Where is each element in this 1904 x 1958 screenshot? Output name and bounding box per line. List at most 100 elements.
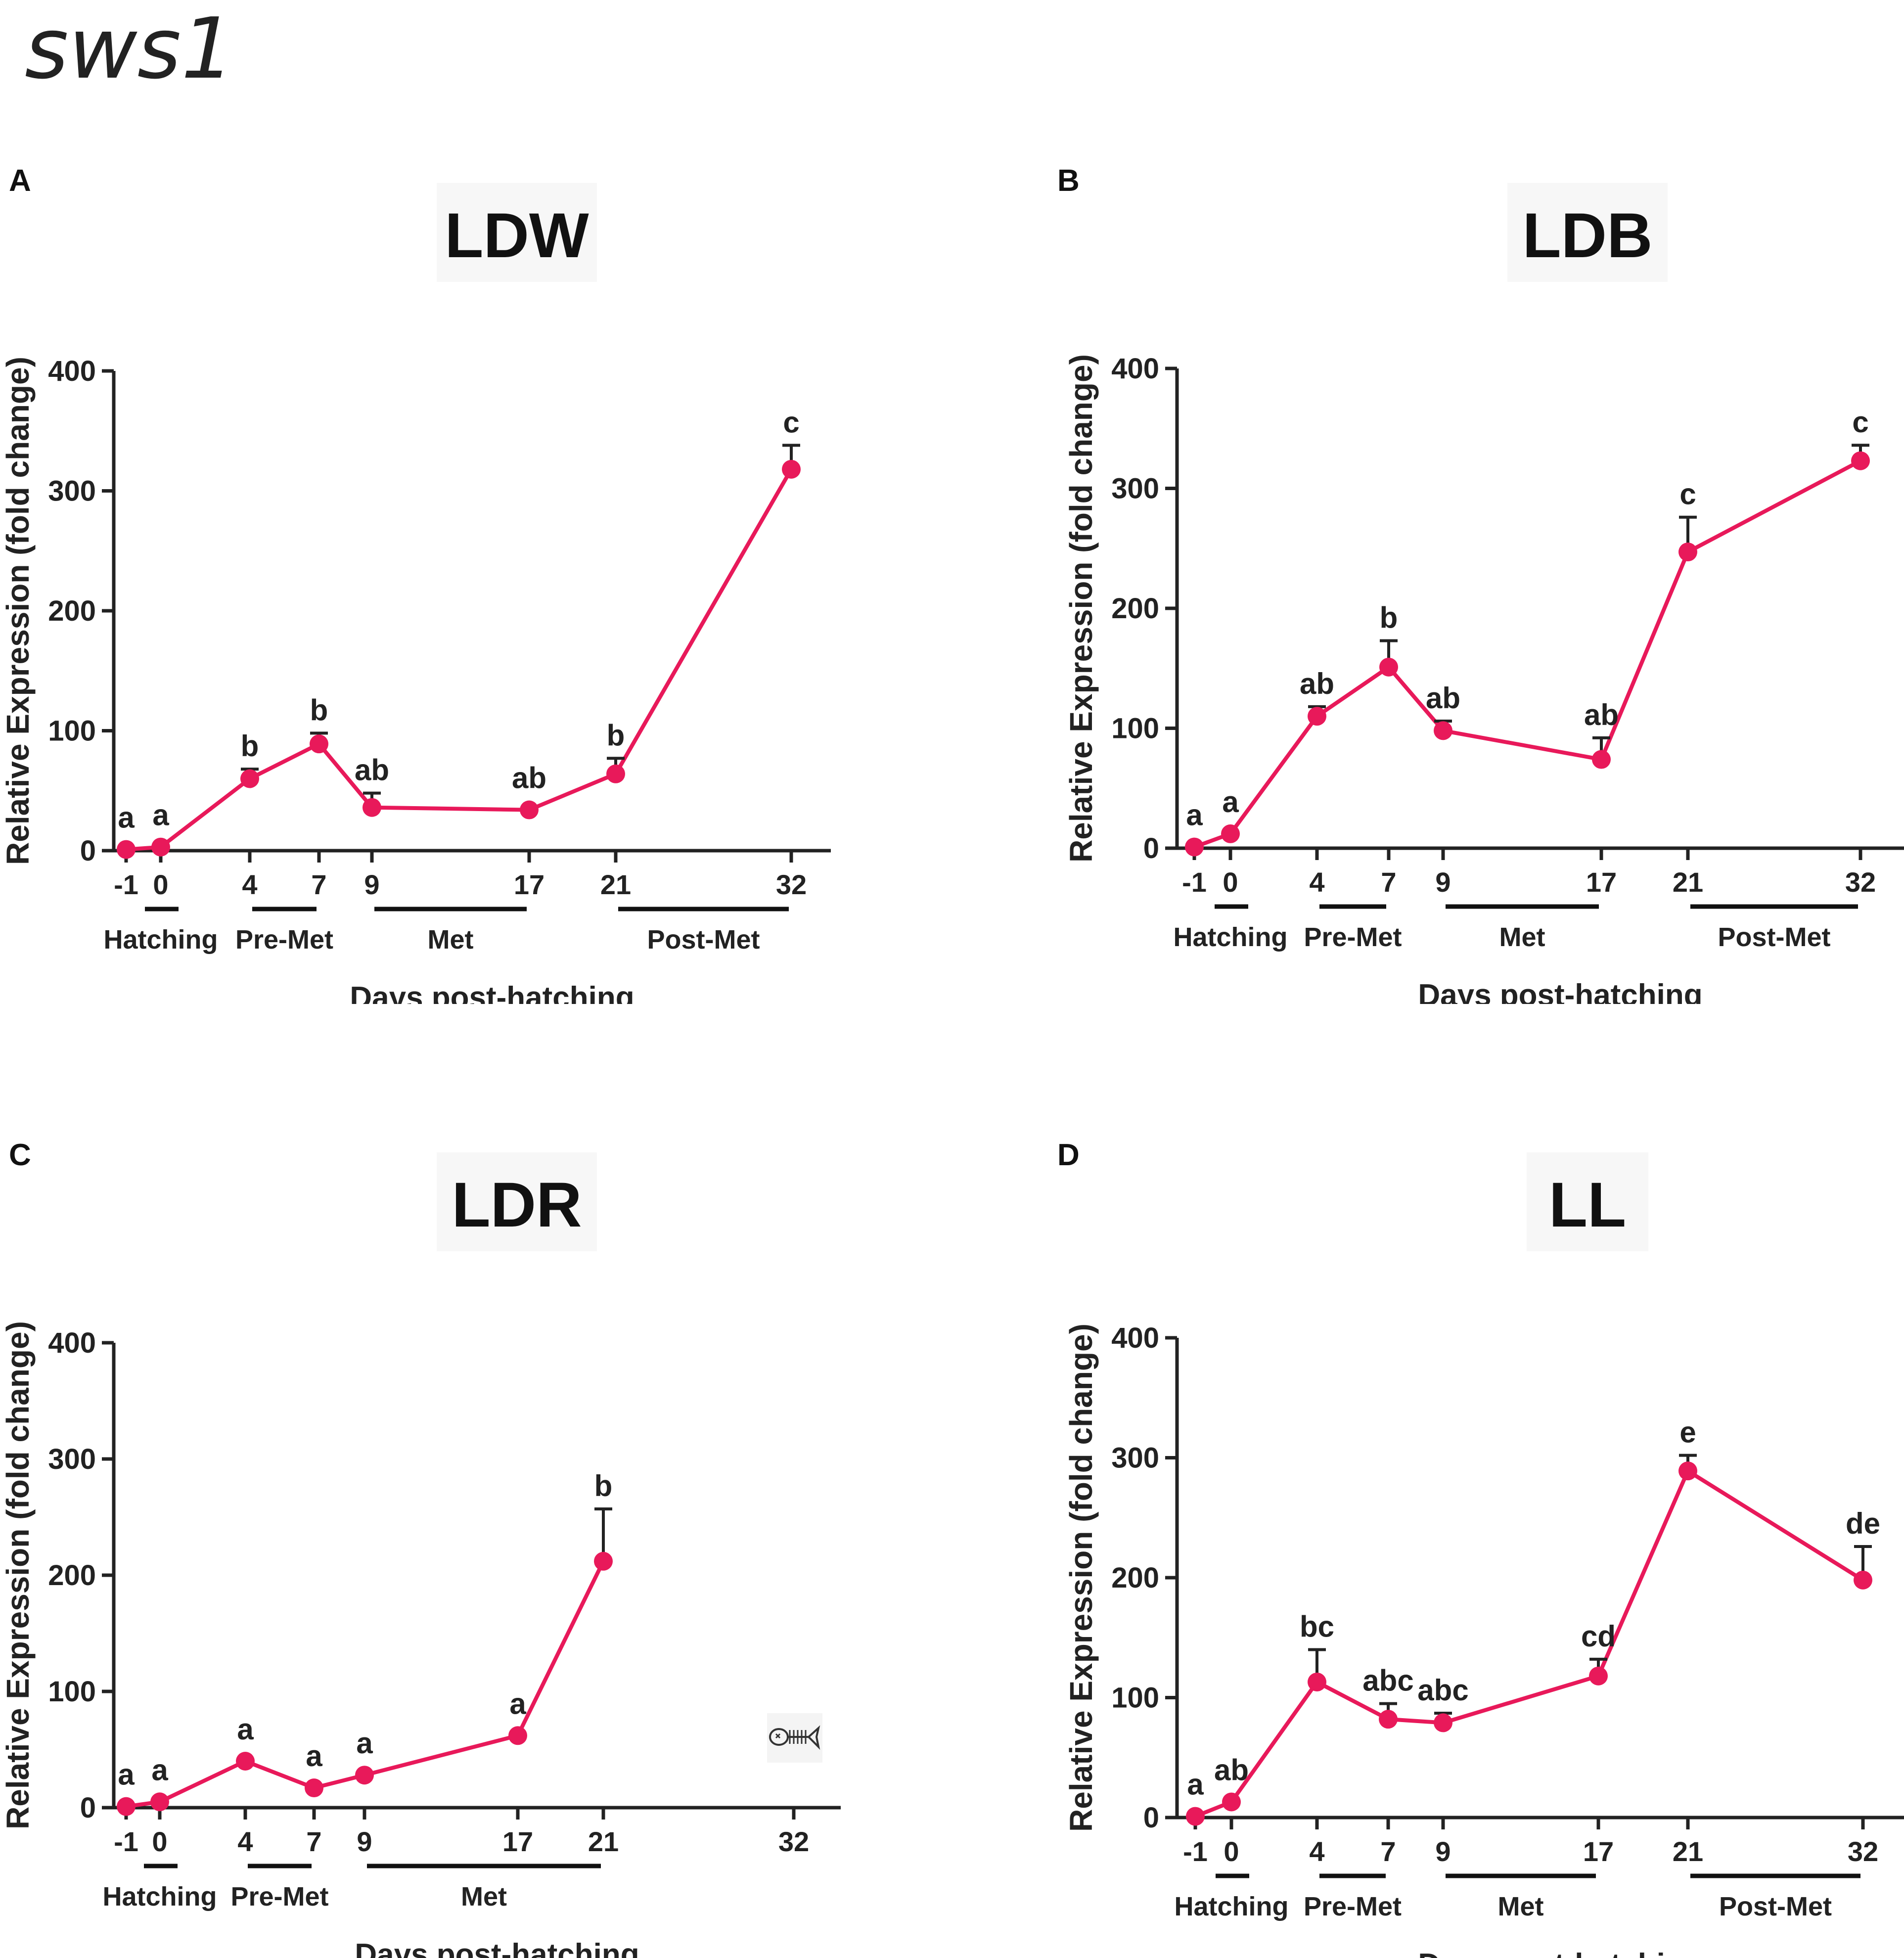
data-point [117, 1797, 136, 1816]
significance-label: c [1852, 406, 1868, 439]
y-tick-label: 400 [48, 1327, 96, 1359]
data-point [1185, 837, 1204, 857]
data-point [151, 837, 170, 857]
significance-label: c [783, 406, 799, 439]
data-point [355, 1766, 374, 1785]
x-tick-label: -1 [114, 869, 138, 900]
x-tick-label: 32 [776, 869, 807, 900]
significance-label: a [1186, 799, 1203, 832]
data-point [363, 798, 381, 817]
x-tick-label: 17 [1583, 1836, 1614, 1867]
chart-title-background [1527, 1152, 1648, 1251]
phase-label: Pre-Met [235, 925, 333, 955]
y-tick-label: 100 [48, 715, 96, 747]
data-point [1851, 451, 1870, 470]
panel-label-a: A [9, 164, 31, 198]
significance-label: ab [1426, 682, 1460, 715]
chart-title: LDW [445, 200, 589, 271]
y-tick-label: 100 [1111, 1682, 1159, 1714]
significance-label: e [1679, 1416, 1696, 1449]
panel-label-d: D [1057, 1138, 1080, 1172]
chart-panel-d: LL 0 100 200 300 400 Relative Expression (fold… [1063, 1152, 1904, 1958]
x-tick-label: 9 [1435, 1836, 1451, 1867]
significance-label: a [237, 1713, 254, 1746]
x-tick-label: 4 [242, 869, 257, 900]
x-tick-label: 9 [1435, 866, 1451, 898]
phase-label: Met [461, 1882, 507, 1912]
data-point [1854, 1570, 1872, 1590]
data-point [1678, 1461, 1697, 1481]
data-point [305, 1778, 323, 1798]
y-axis-label: Relative Expression (fold change) [0, 357, 36, 865]
significance-label: a [118, 801, 135, 834]
data-point [1589, 1666, 1608, 1685]
data-point [1434, 1713, 1452, 1732]
y-tick-label: 0 [80, 1792, 96, 1824]
x-tick-label: 0 [152, 1826, 167, 1857]
x-tick-label: 17 [514, 869, 544, 900]
phase-label: Hatching [102, 1882, 217, 1912]
significance-label: a [356, 1727, 373, 1760]
significance-label: b [241, 729, 259, 763]
significance-label: bc [1300, 1610, 1334, 1643]
x-tick-label: 21 [1673, 1836, 1703, 1867]
data-point [117, 840, 136, 859]
chart-title: LDB [1522, 200, 1652, 271]
y-tick-label: 200 [48, 1559, 96, 1592]
y-tick-label: 0 [80, 835, 96, 867]
significance-label: a [152, 799, 169, 832]
phase-label: Met [428, 925, 474, 955]
data-point [1222, 1792, 1241, 1812]
chart-title-background [1507, 183, 1668, 282]
chart-panel-b: LDB 0 100 200 300 400 Relative Expression (fol… [1063, 183, 1904, 1004]
x-axis-label: Days post-hatching [1418, 1948, 1702, 1958]
y-tick-label: 0 [1143, 832, 1159, 865]
series-line [1193, 459, 1861, 849]
significance-label: b [594, 1469, 613, 1503]
data-point [310, 734, 328, 754]
x-tick-label: 9 [357, 1826, 372, 1857]
y-tick-label: 100 [1111, 713, 1159, 745]
chart-panel-c: LDR 0 100 200 300 400 Relative Expression (fol… [0, 1152, 841, 1958]
phase-label: Hatching [1174, 1892, 1288, 1921]
y-tick-label: 400 [1111, 1322, 1159, 1354]
x-tick-label: -1 [114, 1826, 138, 1857]
significance-label: a [118, 1758, 135, 1791]
significance-label: b [1380, 601, 1398, 634]
x-tick-label: -1 [1182, 866, 1207, 898]
significance-label: a [509, 1687, 526, 1720]
significance-label: a [151, 1753, 168, 1786]
phase-label: Post-Met [647, 925, 760, 955]
data-point [1308, 1672, 1326, 1691]
y-axis-label: Relative Expression (fold change) [0, 1321, 36, 1829]
significance-label: ab [1214, 1753, 1249, 1786]
x-axis-label: Days post-hatching [355, 1938, 639, 1958]
significance-label: b [607, 719, 625, 752]
phase-label: Pre-Met [230, 1882, 328, 1912]
phase-label: Met [1498, 1892, 1544, 1921]
x-tick-label: 32 [1848, 1836, 1878, 1867]
x-tick-label: 0 [1224, 1836, 1239, 1867]
significance-label: a [1187, 1768, 1204, 1801]
significance-label: ab [1300, 667, 1334, 700]
x-tick-label: 32 [1845, 866, 1876, 898]
x-tick-label: 21 [600, 869, 631, 900]
y-tick-label: 200 [1111, 1562, 1159, 1594]
phase-label: Pre-Met [1304, 1892, 1402, 1921]
data-point [1186, 1807, 1205, 1826]
data-point [1379, 1710, 1398, 1729]
y-axis-label: Relative Expression (fold change) [1063, 354, 1099, 863]
data-point [1678, 543, 1697, 562]
phase-label: Met [1499, 922, 1545, 952]
phase-label: Hatching [103, 925, 218, 955]
x-tick-label: 7 [306, 1826, 321, 1857]
x-tick-label: 4 [1309, 1836, 1324, 1867]
x-tick-label: 21 [1673, 866, 1703, 898]
phase-label: Post-Met [1718, 922, 1831, 952]
x-tick-label: -1 [1183, 1836, 1208, 1867]
y-tick-label: 300 [1111, 473, 1159, 505]
data-point [594, 1551, 613, 1571]
y-tick-label: 400 [48, 355, 96, 387]
data-point [520, 800, 539, 820]
series-line [1194, 1469, 1864, 1819]
